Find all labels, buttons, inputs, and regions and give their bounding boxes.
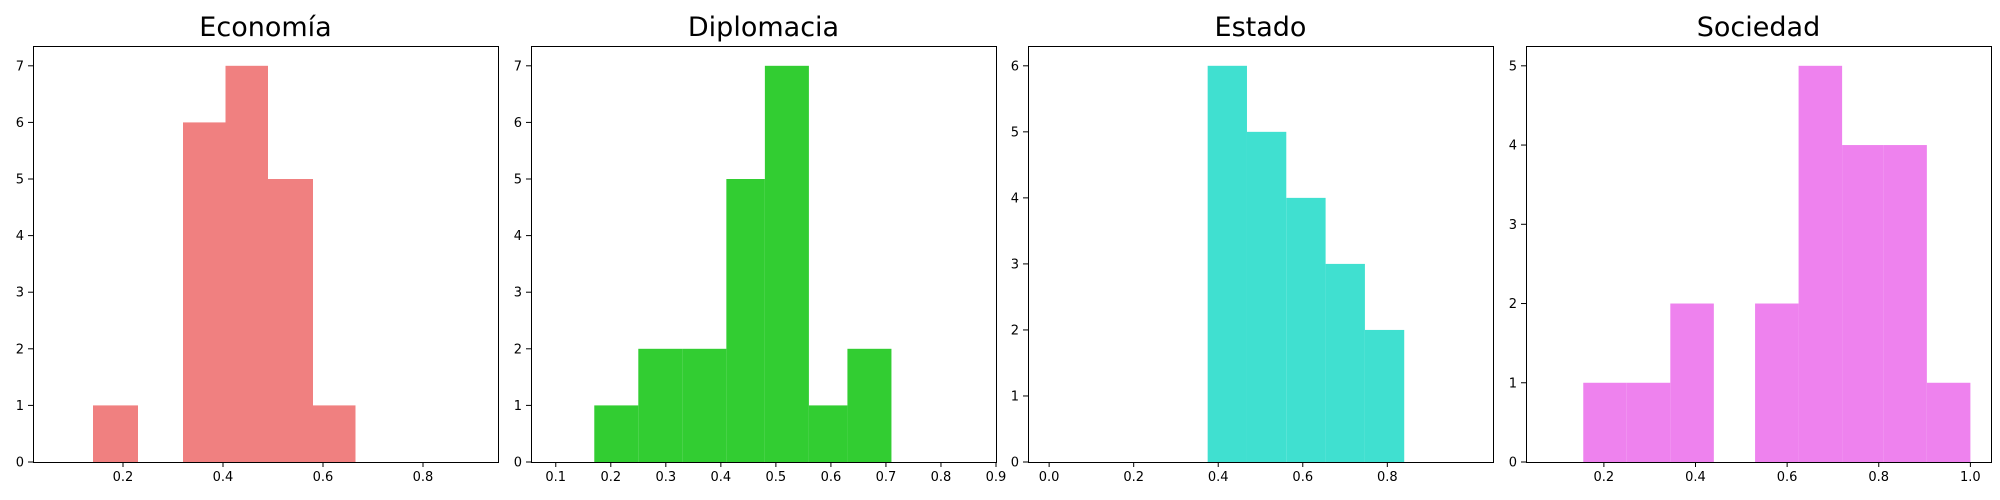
y-tick-label: 2 (1011, 323, 1019, 338)
histogram-panel-2: 0.1 0.2 0.3 0.4 0.5 0.6 0.7 0.8 0.9 0 1 2 3 4 5 6 7 Diplo… (514, 12, 1007, 485)
histogram-bar (1883, 145, 1927, 463)
y-tick-label: 3 (1509, 218, 1517, 233)
histogram-bar (764, 65, 809, 463)
y-tick-label: 2 (16, 342, 24, 357)
y-tick-label: 7 (16, 59, 24, 74)
x-tick-label: 0.7 (876, 470, 897, 485)
axes-frame (1028, 46, 1494, 463)
histogram-panel-3: 0.0 0.2 0.4 0.6 0.8 0 1 2 3 4 5 6 Estado (1011, 12, 1494, 485)
y-tick-label: 1 (1011, 389, 1019, 404)
y-tick-label: 3 (16, 286, 24, 301)
x-tick-label: 0.9 (986, 470, 1007, 485)
y-tick-label: 6 (514, 116, 522, 131)
histogram-bar (1798, 65, 1843, 463)
x-tick-label: 0.2 (600, 470, 621, 485)
y-tick-label: 7 (514, 59, 522, 74)
histogram-bar (682, 348, 727, 462)
y-tick-label: 5 (16, 173, 24, 188)
histogram-bar (1364, 329, 1405, 462)
histogram-bar (1926, 382, 1971, 462)
y-tick-label: 5 (1509, 59, 1517, 74)
y-tick-label: 4 (514, 229, 522, 244)
x-tick-label: 0.6 (1777, 470, 1798, 485)
histogram-bar (1583, 382, 1627, 462)
histogram-bar (268, 179, 313, 462)
histogram-bar (1842, 145, 1884, 463)
y-tick-label: 1 (1509, 376, 1517, 391)
histogram-bar (726, 179, 765, 462)
x-tick-label: 0.2 (1594, 470, 1615, 485)
y-tick-label: 0 (1011, 456, 1019, 471)
y-tick-label: 3 (1011, 257, 1019, 272)
x-tick-label: 0.2 (1123, 470, 1144, 485)
histogram-bar (1246, 131, 1287, 463)
histogram-panel-4: 0.2 0.4 0.6 0.8 1.0 0 1 2 3 4 5 Sociedad (1509, 12, 1992, 485)
histogram-bar (225, 65, 268, 463)
histogram-panel-1: 0.2 0.4 0.6 0.8 0 1 2 3 4 5 6 7 Economía (16, 12, 499, 485)
x-tick-label: 0.6 (821, 470, 842, 485)
x-tick-label: 0.4 (1208, 470, 1229, 485)
y-tick-label: 6 (16, 116, 24, 131)
histogram-bar (1755, 303, 1799, 462)
x-tick-label: 0.6 (313, 470, 334, 485)
x-tick-label: 1.0 (1960, 470, 1981, 485)
y-tick-label: 4 (1509, 139, 1517, 154)
y-tick-label: 2 (514, 342, 522, 357)
chart-title: Estado (1215, 12, 1307, 43)
y-tick-label: 6 (1011, 59, 1019, 74)
y-tick-label: 1 (16, 399, 24, 414)
histogram-bar (313, 405, 356, 462)
x-tick-label: 0.8 (1377, 470, 1398, 485)
x-tick-label: 0.8 (1868, 470, 1889, 485)
y-tick-label: 5 (1011, 125, 1019, 140)
axes-frame (1526, 46, 1992, 463)
y-tick-label: 1 (514, 399, 522, 414)
chart-title: Economía (199, 12, 331, 43)
x-tick-label: 0.8 (413, 470, 434, 485)
axes-frame (531, 46, 997, 463)
axes-frame (33, 46, 499, 463)
y-tick-label: 2 (1509, 297, 1517, 312)
histogram-bar (638, 348, 683, 462)
x-tick-label: 0.1 (545, 470, 566, 485)
x-tick-label: 0.5 (766, 470, 787, 485)
y-tick-label: 4 (1011, 191, 1019, 206)
x-tick-label: 0.4 (711, 470, 732, 485)
x-tick-label: 0.3 (655, 470, 676, 485)
chart-title: Sociedad (1697, 12, 1820, 43)
x-tick-label: 0.4 (213, 470, 234, 485)
x-tick-label: 0.6 (1292, 470, 1313, 485)
chart-title: Diplomacia (688, 12, 839, 43)
histogram-bar (808, 405, 848, 462)
histogram-bar (1286, 197, 1326, 462)
y-tick-label: 3 (514, 286, 522, 301)
histogram-bar (1325, 263, 1365, 462)
x-tick-label: 0.8 (931, 470, 952, 485)
histogram-bar (93, 405, 138, 462)
y-tick-label: 4 (16, 229, 24, 244)
histogram-bar (1207, 65, 1247, 463)
x-tick-label: 0.0 (1039, 470, 1060, 485)
x-tick-label: 0.2 (113, 470, 134, 485)
y-tick-label: 0 (16, 456, 24, 471)
y-tick-label: 0 (514, 456, 522, 471)
histogram-bar (1626, 382, 1671, 462)
y-tick-label: 5 (514, 173, 522, 188)
x-tick-label: 0.4 (1685, 470, 1706, 485)
histogram-bar (183, 122, 226, 462)
y-tick-label: 0 (1509, 456, 1517, 471)
histogram-bar (1670, 303, 1714, 462)
histogram-bar (594, 405, 639, 462)
histogram-bar (847, 348, 892, 462)
